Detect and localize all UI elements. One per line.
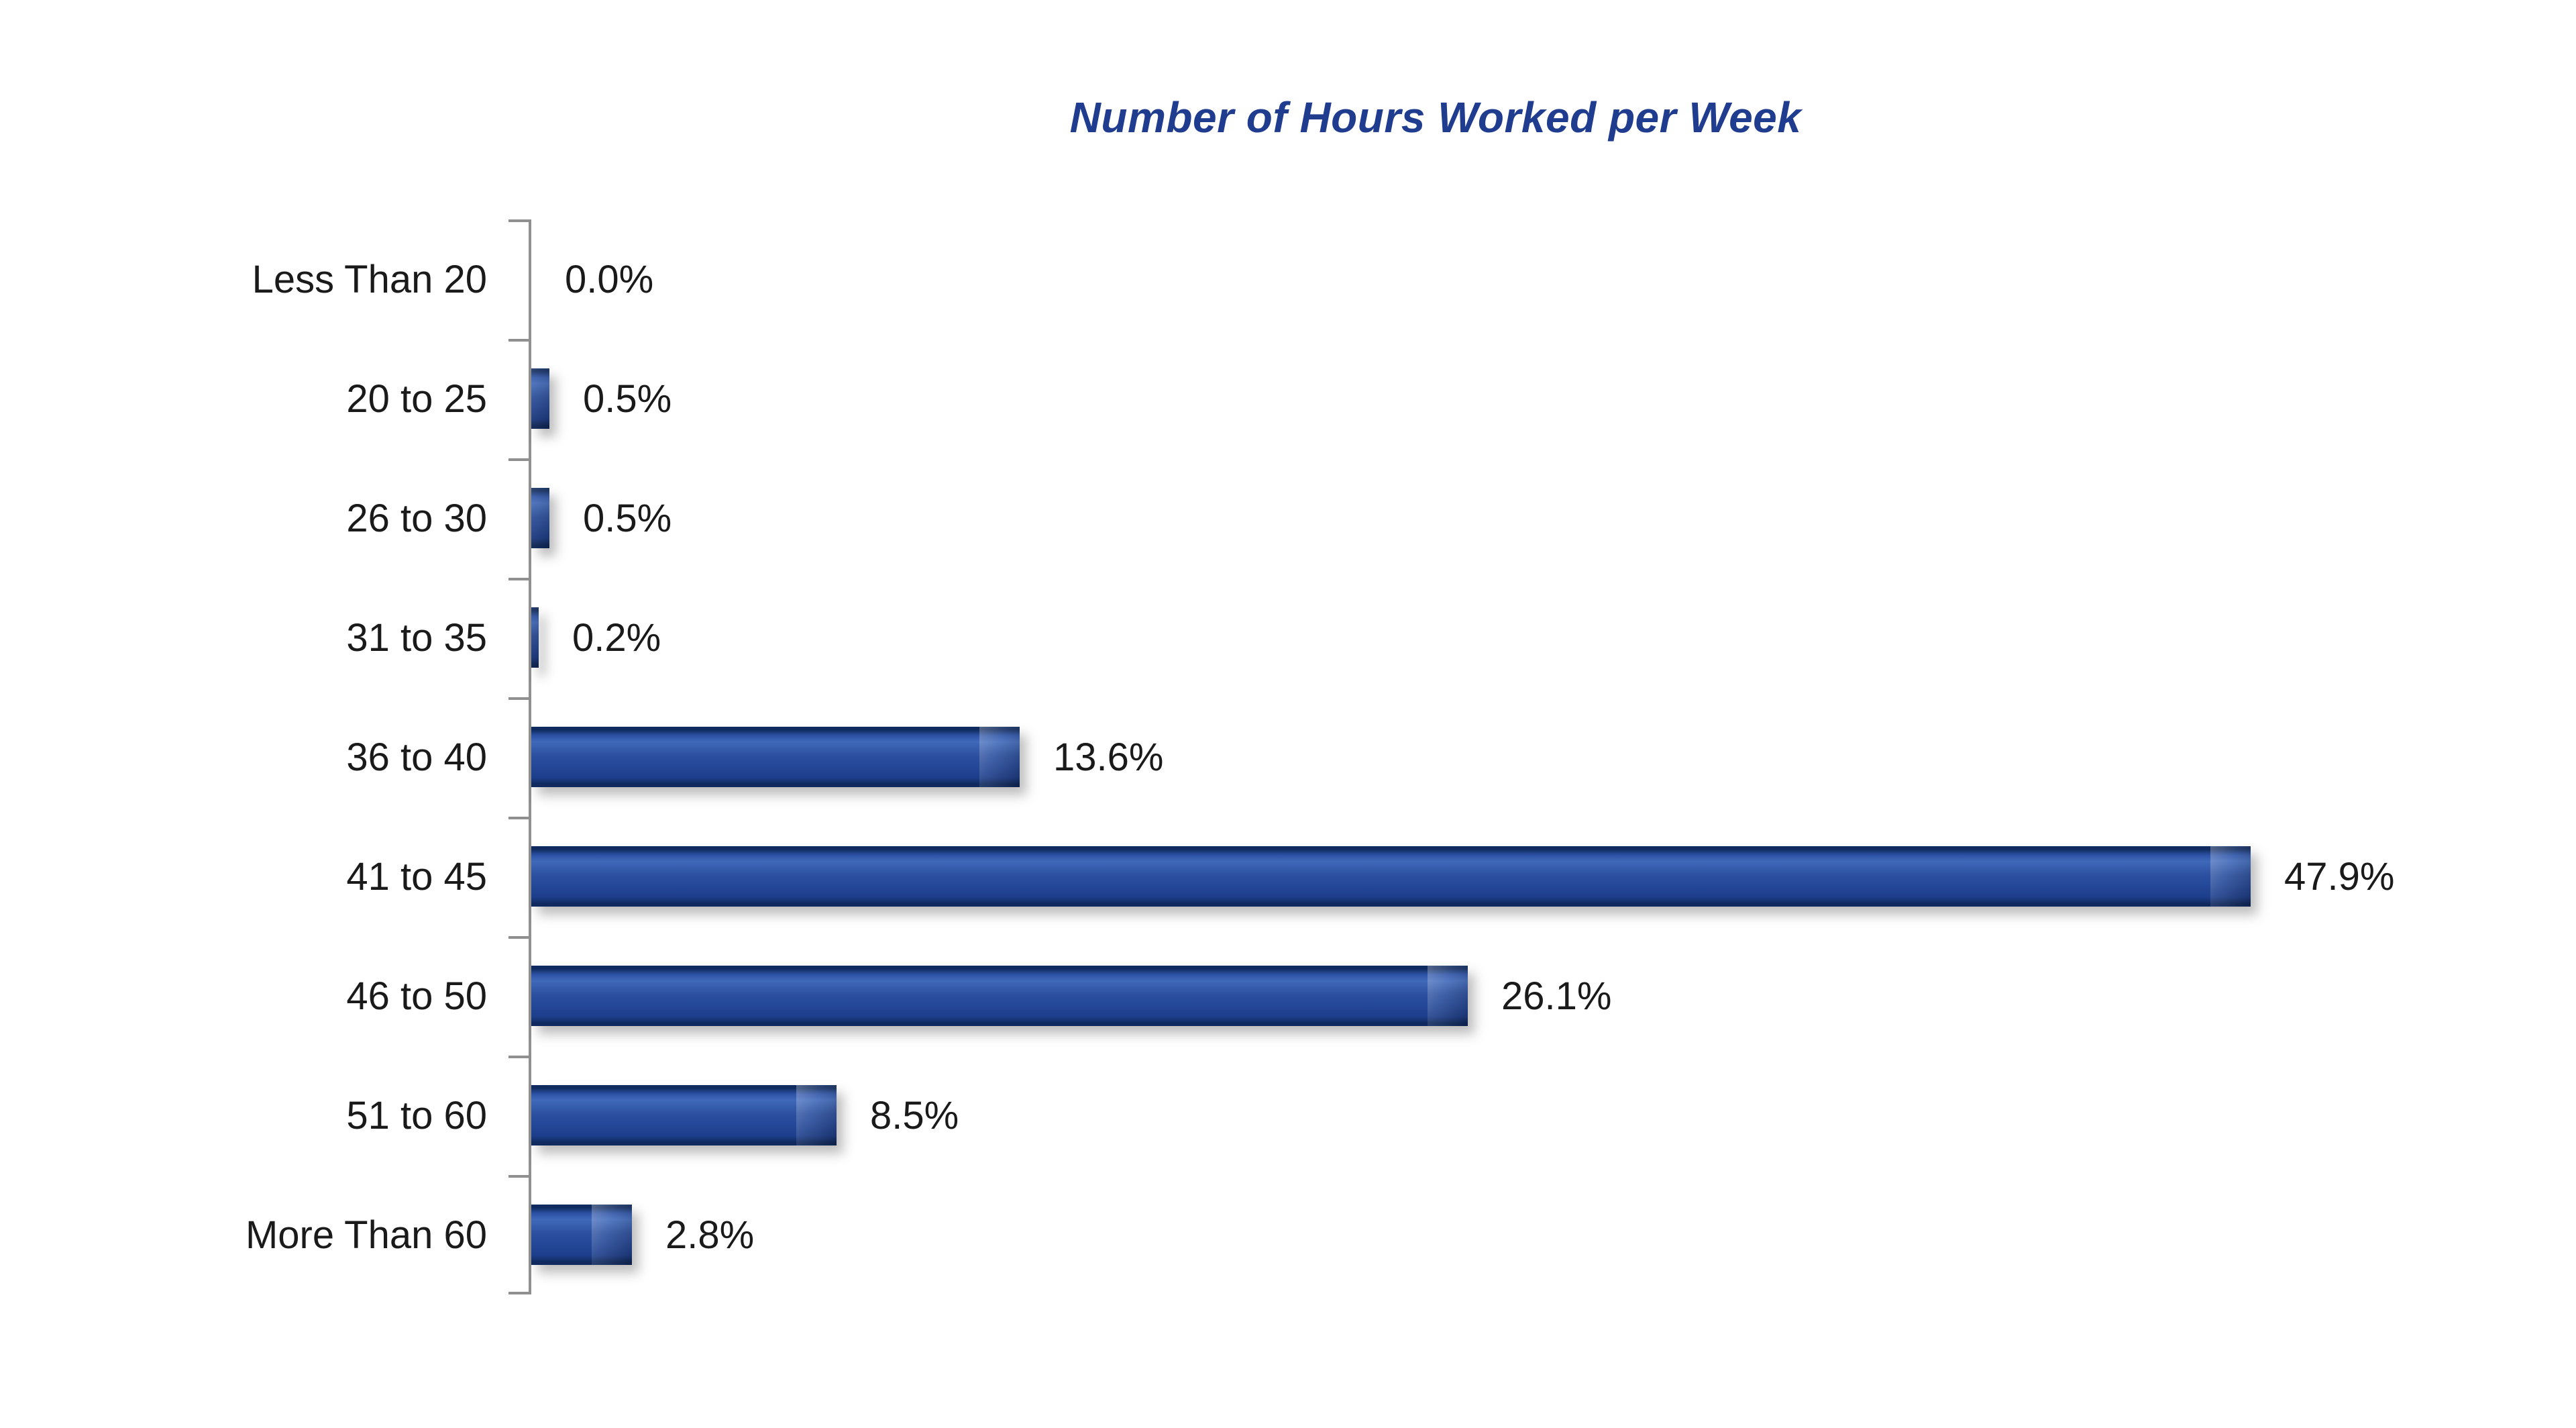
category-label: More Than 60 [245,1213,487,1257]
category-label: Less Than 20 [252,257,487,301]
value-label: 8.5% [870,1093,959,1137]
bar-row: 0.5% [531,339,2544,458]
bar-row: 26.1% [531,936,2544,1056]
category-label: 51 to 60 [346,1093,487,1137]
category-label: 46 to 50 [346,974,487,1018]
category-axis-labels: Less Than 20 20 to 25 26 to 30 31 to 35 … [0,219,487,1294]
bar [531,727,1020,787]
category-label: 31 to 35 [346,615,487,660]
category-label: 36 to 40 [346,735,487,779]
bar-row: 0.0% [531,219,2544,339]
value-label: 0.5% [583,376,672,421]
value-label: 26.1% [1501,974,1612,1018]
bar-row: 0.2% [531,578,2544,697]
value-label: 47.9% [2284,854,2395,899]
axis-tick [508,339,529,342]
axis-tick [508,1056,529,1058]
value-label: 0.2% [572,615,661,660]
category-label: 41 to 45 [346,854,487,899]
value-label: 0.5% [583,496,672,540]
axis-tick [508,1292,529,1294]
bar [531,966,1468,1026]
bar [531,1085,837,1145]
bar-row: 0.5% [531,458,2544,578]
chart-title: Number of Hours Worked per Week [1069,93,1802,142]
category-label: 26 to 30 [346,496,487,540]
axis-tick [508,219,529,222]
axis-tick [508,697,529,700]
axis-tick [508,817,529,819]
category-label: 20 to 25 [346,376,487,421]
axis-tick [508,458,529,461]
axis-tick [508,1175,529,1178]
bar [531,607,539,668]
axis-tick [508,578,529,580]
bar [531,1205,632,1265]
bar [531,368,549,429]
bar-row: 47.9% [531,817,2544,936]
bar-row: 2.8% [531,1175,2544,1294]
value-label: 0.0% [565,257,654,301]
plot-area: 0.0% 0.5% 0.5% 0.2% 13.6% 47.9% 26.1% 8 [531,219,2544,1294]
y-axis [508,219,531,1294]
axis-tick [508,936,529,939]
bar [531,488,549,548]
value-label: 13.6% [1053,735,1164,779]
value-label: 2.8% [665,1213,755,1257]
bar-row: 13.6% [531,697,2544,817]
bar-row: 8.5% [531,1056,2544,1175]
bar [531,846,2251,907]
